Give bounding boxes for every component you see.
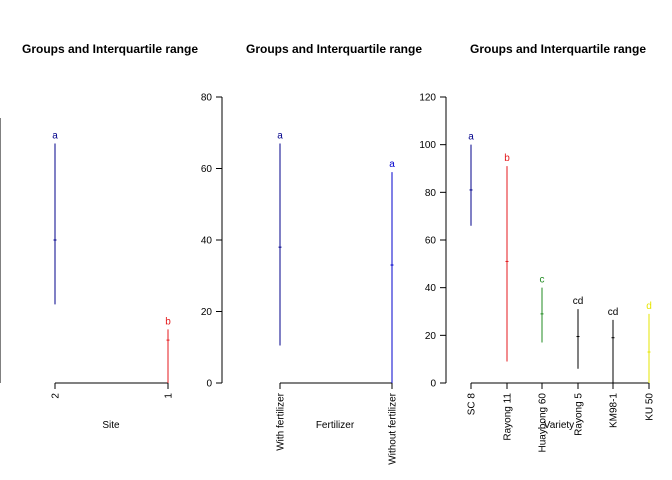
panel-2-y-tick-label: 60 [201,164,213,175]
group-letter: a [52,130,58,141]
panel-1-x-axis-label: Site [102,420,120,431]
panel-3-y-tick-label: 80 [425,188,437,199]
panel-2-x-axis-label: Fertilizer [316,420,355,431]
panel-3-y-tick-label: 100 [419,140,436,151]
group-letter: a [277,130,283,141]
panel-1-x-tick-label: 1 [164,393,175,399]
panel-2-y-tick-label: 40 [201,236,213,247]
group-letter: a [468,132,474,143]
plot-marks: 2 1 a b 0 20 40 60 80 With fertilizer Without fert… [51,93,656,465]
group-letter: cd [608,307,619,318]
panel-2-title: Groups and Interquartile range [246,42,422,56]
group-letter: b [504,153,510,164]
panel-3-x-tick-label: KM98-1 [609,393,620,428]
panel-3-x-tick-label: Rayong 5 [574,393,585,436]
panel-2-y-tick-label: 20 [201,307,213,318]
group-letter: cd [573,296,584,307]
panel-1-title: Groups and Interquartile range [22,42,198,56]
panel-3-y-tick-label: 20 [425,331,437,342]
panel-3-x-tick-label: KU 50 [645,393,656,421]
group-letter: c [540,275,545,286]
panel-2-y-tick-label: 80 [201,93,213,104]
panel-3-x-tick-label: Huaybong 60 [538,393,549,453]
panel-3-x-tick-label: Rayong 11 [503,393,514,441]
group-letter: b [165,316,171,327]
panel-3-y-tick-label: 60 [425,236,437,247]
panel-2-x-tick-label: With fertilizer [276,392,287,450]
panel-1-x-tick-label: 2 [51,393,62,399]
panel-3-title: Groups and Interquartile range [470,42,646,56]
panel-2-x-tick-label: Without fertilizer [388,392,399,464]
panel-2-y-tick-label: 0 [206,379,212,390]
panel-3-y-tick-label: 120 [419,93,436,104]
group-letter: a [389,159,395,170]
panel-3-x-axis-label: Variety [544,420,574,431]
group-letter: d [646,301,652,312]
panel-3-x-tick-label: SC 8 [467,393,478,416]
panel-3-y-tick-label: 0 [430,379,436,390]
panel-3-y-tick-label: 40 [425,283,437,294]
